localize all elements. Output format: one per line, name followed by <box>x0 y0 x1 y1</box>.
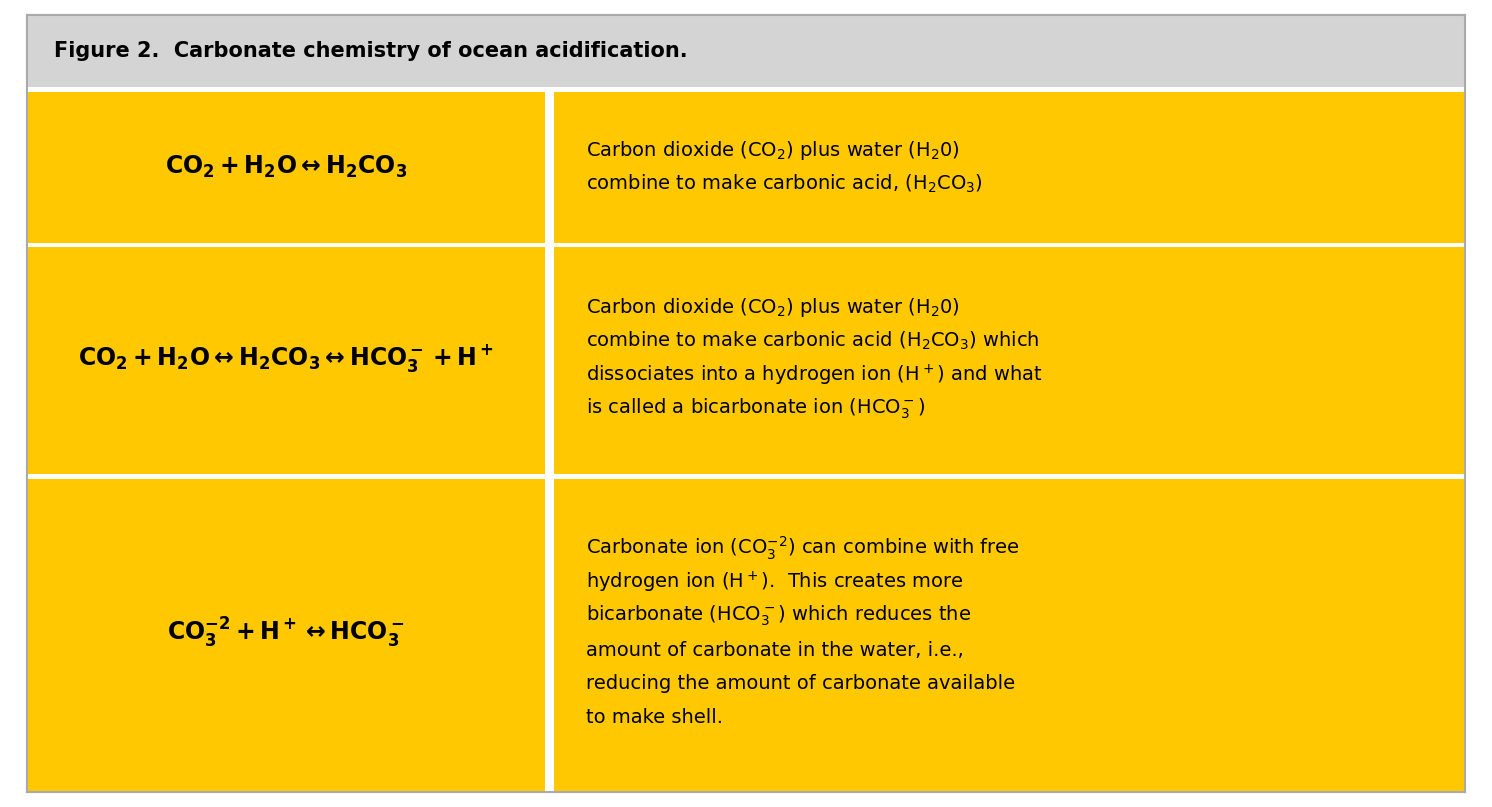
Text: amount of carbonate in the water, i.e.,: amount of carbonate in the water, i.e., <box>586 641 964 659</box>
Bar <box>27 243 545 474</box>
Bar <box>27 243 1465 248</box>
Bar <box>545 243 554 474</box>
Bar <box>554 474 1465 792</box>
Text: is called a bicarbonate ion (HCO$_3^-$): is called a bicarbonate ion (HCO$_3^-$) <box>586 397 927 421</box>
Bar <box>27 92 545 243</box>
Bar <box>27 87 1465 92</box>
Bar <box>545 92 554 243</box>
Text: Figure 2.  Carbonate chemistry of ocean acidification.: Figure 2. Carbonate chemistry of ocean a… <box>54 41 688 61</box>
Bar <box>554 243 1465 474</box>
Text: $\mathbf{CO_2 + H_2O \leftrightarrow H_2CO_3 \leftrightarrow HCO_3^- + H^+}$: $\mathbf{CO_2 + H_2O \leftrightarrow H_2… <box>78 342 494 374</box>
Text: Carbonate ion (CO$_3^{-2}$) can combine with free: Carbonate ion (CO$_3^{-2}$) can combine … <box>586 535 1021 562</box>
Bar <box>27 15 1465 87</box>
Text: $\mathbf{CO_2 + H_2O \leftrightarrow H_2CO_3}$: $\mathbf{CO_2 + H_2O \leftrightarrow H_2… <box>164 154 407 181</box>
Text: hydrogen ion (H$^+$).  This creates more: hydrogen ion (H$^+$). This creates more <box>586 570 964 595</box>
Bar <box>545 474 554 792</box>
Text: Carbon dioxide (CO$_2$) plus water (H$_2$0): Carbon dioxide (CO$_2$) plus water (H$_2… <box>586 139 961 162</box>
Text: $\mathbf{CO_3^{-2} + H^+ \leftrightarrow HCO_3^-}$: $\mathbf{CO_3^{-2} + H^+ \leftrightarrow… <box>167 616 404 650</box>
Bar <box>554 92 1465 243</box>
Text: bicarbonate (HCO$_3^-$) which reduces the: bicarbonate (HCO$_3^-$) which reduces th… <box>586 604 971 629</box>
Bar <box>27 474 545 792</box>
Text: Carbon dioxide (CO$_2$) plus water (H$_2$0): Carbon dioxide (CO$_2$) plus water (H$_2… <box>586 296 961 319</box>
Bar <box>27 474 1465 479</box>
Text: dissociates into a hydrogen ion (H$^+$) and what: dissociates into a hydrogen ion (H$^+$) … <box>586 362 1043 388</box>
Text: combine to make carbonic acid, (H$_2$CO$_3$): combine to make carbonic acid, (H$_2$CO$… <box>586 173 983 195</box>
Text: reducing the amount of carbonate available: reducing the amount of carbonate availab… <box>586 675 1016 693</box>
Text: to make shell.: to make shell. <box>586 709 724 727</box>
Text: combine to make carbonic acid (H$_2$CO$_3$) which: combine to make carbonic acid (H$_2$CO$_… <box>586 330 1040 353</box>
